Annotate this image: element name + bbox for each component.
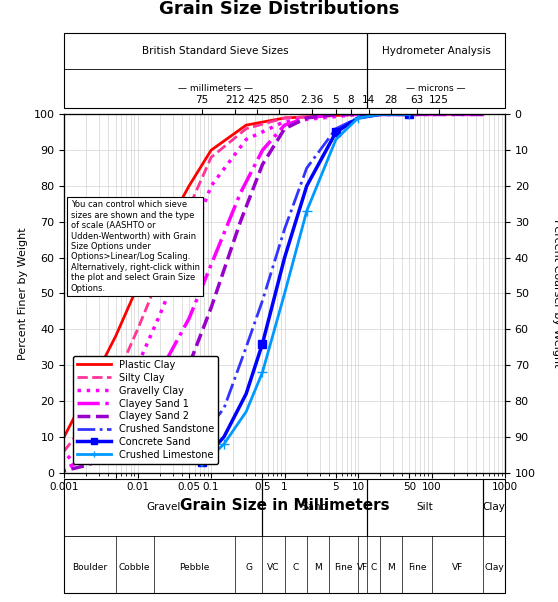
Text: Hydrometer Analysis: Hydrometer Analysis	[382, 46, 490, 56]
Text: — millimeters —: — millimeters —	[178, 84, 253, 93]
Y-axis label: Percent Coarser by Weight: Percent Coarser by Weight	[552, 219, 558, 368]
Text: Gravel: Gravel	[146, 502, 180, 512]
Text: C: C	[371, 563, 377, 573]
Text: You can control which sieve
sizes are shown and the type
of scale (AASHTO or
Udd: You can control which sieve sizes are sh…	[71, 200, 200, 293]
Text: M: M	[314, 563, 321, 573]
Text: Clay: Clay	[483, 502, 506, 512]
Y-axis label: Percent Finer by Weight: Percent Finer by Weight	[18, 227, 28, 360]
Text: Grain Size Distributions: Grain Size Distributions	[159, 0, 399, 18]
Text: G: G	[245, 563, 252, 573]
Text: — microns —: — microns —	[406, 84, 466, 93]
Text: British Standard Sieve Sizes: British Standard Sieve Sizes	[142, 46, 289, 56]
Text: Fine: Fine	[408, 563, 426, 573]
Text: Pebble: Pebble	[179, 563, 210, 573]
X-axis label: Grain Size in Millimeters: Grain Size in Millimeters	[180, 498, 389, 513]
Legend: Plastic Clay, Silty Clay, Gravelly Clay, Clayey Sand 1, Clayey Sand 2, Crushed S: Plastic Clay, Silty Clay, Gravelly Clay,…	[74, 356, 218, 464]
Text: Boulder: Boulder	[73, 563, 107, 573]
Text: VF: VF	[451, 563, 463, 573]
Text: M: M	[387, 563, 395, 573]
Text: Silt: Silt	[417, 502, 434, 512]
Text: Cobble: Cobble	[119, 563, 151, 573]
Text: VC: VC	[267, 563, 280, 573]
Text: Clay: Clay	[484, 563, 504, 573]
Text: C: C	[292, 563, 299, 573]
Text: Fine: Fine	[334, 563, 353, 573]
Text: Sand: Sand	[302, 502, 328, 512]
Text: VF: VF	[357, 563, 368, 573]
